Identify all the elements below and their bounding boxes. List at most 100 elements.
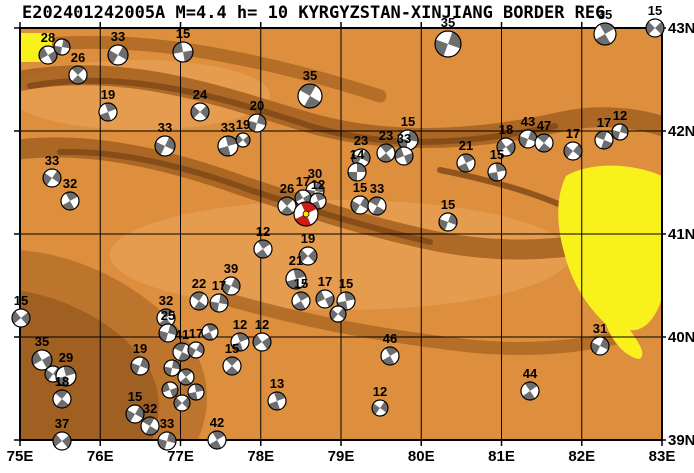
depth-label: 47 xyxy=(537,118,551,133)
depth-label: 17 xyxy=(318,274,332,289)
depth-label: 12 xyxy=(233,317,247,332)
depth-label: 35 xyxy=(35,334,49,349)
beachball-outline xyxy=(173,394,191,412)
beachball-outline xyxy=(11,308,31,328)
depth-label: 18 xyxy=(499,122,513,137)
beachball: 15 xyxy=(172,26,194,63)
beachball-outline xyxy=(201,323,219,341)
beachball xyxy=(163,359,181,377)
beachball-outline xyxy=(68,65,88,85)
map-title: E202401242005A M=4.4 h= 10 KYRGYZSTAN-XI… xyxy=(22,3,605,23)
beachball-compression-quadrant xyxy=(158,432,176,450)
beachball-compression-quadrant xyxy=(439,213,457,231)
beachball-outline xyxy=(496,137,516,157)
beachball: 41 xyxy=(172,327,192,362)
beachball-compression-quadrant xyxy=(337,292,355,310)
beachball xyxy=(187,383,205,401)
beachball-compression-quadrant xyxy=(55,390,69,408)
lon-label: 78E xyxy=(247,448,274,465)
depth-label: 18 xyxy=(55,374,69,389)
beachball: 26 xyxy=(277,181,297,216)
depth-label: 12 xyxy=(256,224,270,239)
beachball-outline xyxy=(594,130,614,150)
depth-label: 12 xyxy=(255,317,269,332)
beachball-outline xyxy=(267,391,287,411)
beachball-compression-quadrant xyxy=(71,66,85,84)
beachball: 19 xyxy=(298,231,318,266)
beachball-outline xyxy=(438,212,458,232)
depth-label: 12 xyxy=(373,384,387,399)
beachball-compression-quadrant xyxy=(142,417,158,435)
lon-label: 76E xyxy=(87,448,114,465)
beachball: 12 xyxy=(253,224,273,259)
beachball-compression-quadrant xyxy=(173,42,193,62)
lon-label: 75E xyxy=(7,448,34,465)
beachball-compression-quadrant xyxy=(435,31,461,57)
beachball-outline xyxy=(107,44,129,66)
depth-label: 15 xyxy=(339,276,353,291)
beachball-compression-quadrant xyxy=(352,150,370,166)
beachball: 19 xyxy=(98,87,118,122)
depth-label: 15 xyxy=(490,147,504,162)
beachball-outline xyxy=(187,383,205,401)
depth-label: 44 xyxy=(523,366,538,381)
depth-label: 30 xyxy=(308,166,322,181)
beachball: 21 xyxy=(456,138,476,173)
beachball-outline xyxy=(309,192,327,210)
beachball-outline xyxy=(52,389,72,409)
beachball: 17 xyxy=(209,278,229,313)
beachball: 39 xyxy=(221,261,241,296)
depth-label: 17 xyxy=(296,174,310,189)
beachball: 33 xyxy=(154,120,176,157)
beachball-compression-quadrant xyxy=(369,197,385,215)
beachball-compression-quadrant xyxy=(99,103,117,121)
beachball-outline xyxy=(534,133,554,153)
beachball: 19 xyxy=(130,341,150,376)
beachball-compression-quadrant xyxy=(253,334,271,350)
beachball-outline xyxy=(298,246,318,266)
depth-label: 17 xyxy=(597,115,611,130)
lon-label: 77E xyxy=(167,448,194,465)
beachball-compression-quadrant xyxy=(268,392,286,410)
beachball-compression-quadrant xyxy=(209,431,225,449)
lon-label: 80E xyxy=(408,448,435,465)
beachball-compression-quadrant xyxy=(188,384,204,400)
beachball-compression-quadrant xyxy=(32,351,52,369)
depth-label: 33 xyxy=(45,153,59,168)
beachball-compression-quadrant xyxy=(612,124,628,140)
depth-label: 19 xyxy=(133,341,147,356)
beachball: 17 xyxy=(594,115,614,150)
beachball: 35 xyxy=(434,15,462,58)
beachball-compression-quadrant xyxy=(39,47,57,63)
beachball-outline xyxy=(253,239,273,259)
beachball-compression-quadrant xyxy=(372,401,388,415)
beachball-compression-quadrant xyxy=(646,21,664,35)
depth-label: 12 xyxy=(613,108,627,123)
beachball-compression-quadrant xyxy=(202,324,218,340)
beachball-outline xyxy=(611,123,629,141)
beachball-compression-quadrant xyxy=(218,136,238,156)
beachball-outline xyxy=(520,381,540,401)
depth-label: 15 xyxy=(648,3,662,18)
beachball: 32 xyxy=(156,293,176,328)
lat-label: 41N xyxy=(668,226,694,243)
beachball: 15 xyxy=(291,276,311,311)
axis-labels: 75E 76E 77E 78E 79E 80E 81E 82E 83E 43N 42N 41N 40N 3… xyxy=(7,20,694,465)
beachball-compression-quadrant xyxy=(222,277,240,295)
lat-label: 40N xyxy=(668,329,694,346)
beachball: 12 xyxy=(371,384,389,417)
beachball: 28 xyxy=(38,30,58,65)
depth-label: 31 xyxy=(593,321,607,336)
beachball xyxy=(177,368,195,386)
depth-label: 26 xyxy=(71,50,85,65)
depth-label: 33 xyxy=(397,131,411,146)
beachball-compression-quadrant xyxy=(155,136,175,156)
beachball-outline xyxy=(217,135,239,157)
depth-label: 39 xyxy=(224,261,238,276)
beachball-outline xyxy=(293,201,319,227)
beachball-outline xyxy=(456,153,476,173)
beachball-compression-quadrant xyxy=(351,197,369,213)
lowland-yellow-basin xyxy=(558,165,662,359)
beachball: 24 xyxy=(190,87,210,122)
